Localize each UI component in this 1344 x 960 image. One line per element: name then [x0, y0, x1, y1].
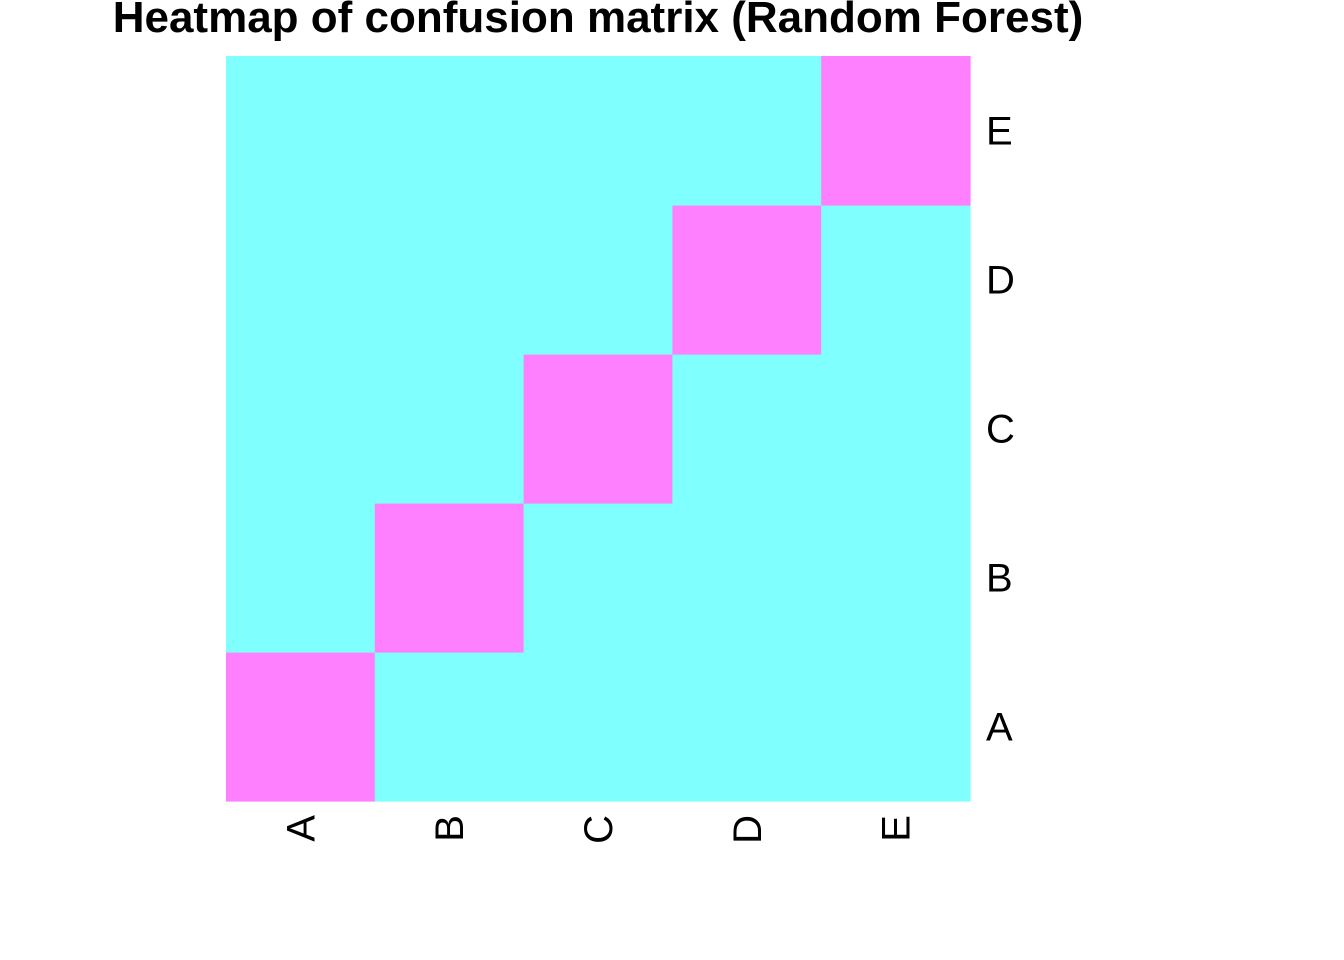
- x-tick-label-C: C: [577, 815, 621, 844]
- y-tick-label-E: E: [986, 110, 1013, 154]
- heatmap-cell-A-D: [672, 652, 822, 802]
- heatmap-cell-E-D: [672, 56, 822, 206]
- heatmap-cell-C-D: [672, 354, 822, 504]
- heatmap-cell-D-B: [374, 205, 525, 355]
- heatmap-cell-C-B: [374, 354, 525, 504]
- heatmap-cell-A-B: [374, 652, 525, 802]
- heatmap-cell-D-A: [226, 205, 376, 355]
- heatmap-cell-C-C: [523, 354, 673, 504]
- heatmap-cell-B-D: [672, 503, 822, 653]
- heatmap-cell-E-C: [523, 56, 673, 206]
- heatmap-cell-E-A: [226, 56, 376, 206]
- heatmap-cell-E-E: [821, 56, 971, 206]
- heatmap-cell-B-E: [821, 503, 971, 653]
- heatmap-cell-C-E: [821, 354, 971, 504]
- x-tick-label-B: B: [428, 815, 472, 842]
- heatmap-cell-B-B: [374, 503, 525, 653]
- heatmap-cell-A-C: [523, 652, 673, 802]
- heatmap-cells: [226, 56, 971, 802]
- x-tick-label-A: A: [279, 815, 323, 842]
- chart-title: Heatmap of confusion matrix (Random Fore…: [113, 0, 1084, 42]
- heatmap-cell-D-E: [821, 205, 971, 355]
- heatmap-cell-A-E: [821, 652, 971, 802]
- x-tick-label-E: E: [875, 815, 919, 842]
- y-tick-label-D: D: [986, 259, 1015, 303]
- y-tick-label-C: C: [986, 408, 1015, 452]
- heatmap-cell-A-A: [226, 652, 376, 802]
- heatmap-cell-C-A: [226, 354, 376, 504]
- y-tick-label-A: A: [986, 706, 1013, 750]
- heatmap-cell-E-B: [374, 56, 525, 206]
- y-tick-label-B: B: [986, 557, 1013, 601]
- heatmap-cell-B-C: [523, 503, 673, 653]
- x-tick-label-D: D: [726, 815, 770, 844]
- y-axis-tick-labels: A B C D E: [986, 110, 1015, 750]
- heatmap-cell-B-A: [226, 503, 376, 653]
- heatmap-cell-D-C: [523, 205, 673, 355]
- x-axis-tick-labels: A B C D E: [279, 815, 918, 844]
- heatmap-cell-D-D: [672, 205, 822, 355]
